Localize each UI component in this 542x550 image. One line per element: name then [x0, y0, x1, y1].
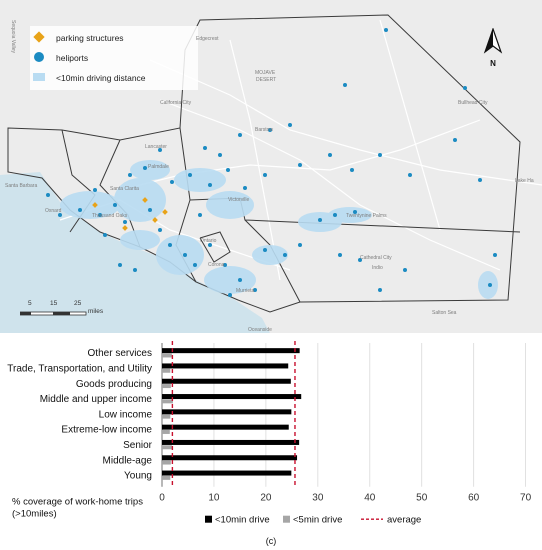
x-tick-label: 0 [159, 493, 165, 504]
county-line-5 [199, 231, 231, 263]
circle-icon [32, 50, 46, 66]
place-label: Victorville [228, 197, 250, 203]
category-label: Young [124, 471, 152, 482]
legend-label: average [387, 515, 421, 526]
bar-5min [162, 384, 171, 389]
bar-10min [162, 470, 292, 476]
legend-item: heliports [32, 48, 197, 68]
place-label: MOJAVE [255, 70, 276, 76]
category-label: Other services [88, 348, 152, 359]
scale-bar-graphic [19, 311, 87, 316]
place-label: DESERT [256, 77, 277, 83]
x-tick-label: 10 [208, 493, 220, 504]
x-tick-label: 50 [416, 493, 428, 504]
diamond-icon [32, 30, 46, 46]
category-label: Middle and upper income [40, 394, 153, 405]
chart-panel: 0 10 20 30 40 50 60 70 Other services Trade, Tran… [0, 333, 542, 550]
x-tick-label: 40 [364, 493, 376, 504]
figure-caption: (c) [266, 536, 277, 546]
place-label: Edgecrest [196, 36, 219, 42]
place-label: Ontario [200, 238, 217, 244]
place-label: Murrieta [236, 288, 255, 294]
legend-label: heliports [56, 53, 89, 63]
place-label: Palmdale [148, 164, 169, 170]
bar-chart: 0 10 20 30 40 50 60 70 Other services Trade, Tran… [7, 341, 532, 546]
scale-tick-label: 5 [28, 300, 32, 307]
place-label: Santa Barbara [5, 183, 38, 189]
legend-label: parking structures [56, 33, 124, 43]
place-label: Thousand Oaks [92, 213, 128, 219]
scale-tick-label: 25 [74, 300, 82, 307]
bar-5min [162, 445, 172, 450]
legend-label: <10min driving distance [56, 73, 146, 83]
place-label: Sequoia Valley [10, 20, 16, 53]
place-label: Barstow [255, 127, 274, 133]
legend-label: <5min drive [293, 515, 342, 526]
place-label: Oxnard [45, 208, 62, 214]
square-icon [32, 70, 46, 86]
map-panel: Edgecrest MOJAVE DESERT California City … [0, 0, 542, 333]
legend-swatch [283, 515, 290, 523]
legend-item: <10min driving distance [32, 68, 197, 88]
category-label: Senior [123, 440, 153, 451]
scale-unit: miles [88, 308, 104, 315]
place-label: Indio [372, 265, 383, 271]
north-arrow-icon [483, 27, 503, 54]
bar-10min [162, 348, 300, 354]
category-label: Middle-age [103, 455, 153, 466]
map-canvas [0, 14, 542, 333]
category-label: Trade, Transportation, and Utility [7, 363, 152, 374]
x-tick-label: 20 [260, 493, 272, 504]
roads [59, 19, 542, 281]
category-label: Goods producing [76, 379, 152, 390]
bar-5min [162, 368, 171, 373]
heliport-markers [46, 28, 497, 297]
legend-swatch [205, 515, 212, 523]
x-axis-label: % coverage of work-home trips [12, 497, 143, 508]
legend-label: <10min drive [215, 515, 270, 526]
bar-5min [162, 353, 172, 358]
place-label: Oceanside [248, 327, 272, 333]
bar-10min [162, 424, 289, 430]
place-label: Twentynine Palms [346, 213, 387, 219]
bar-10min [162, 409, 292, 415]
bar-10min [162, 378, 291, 384]
place-label: Salton Sea [432, 310, 457, 316]
scale-bar: 5 15 25 miles [19, 300, 104, 320]
north-label: N [490, 59, 496, 68]
place-label: Bullhead City [458, 100, 488, 106]
map-legend: parking structures heliports <10min driv… [32, 28, 197, 90]
x-axis-label: (>10miles) [12, 509, 57, 520]
bar-5min [162, 460, 171, 465]
category-label: Extreme-low income [61, 425, 152, 436]
bar-5min [162, 414, 171, 419]
x-tick-label: 70 [520, 493, 532, 504]
place-label: California City [160, 100, 192, 106]
bar-5min [162, 475, 171, 480]
scale-tick-label: 15 [50, 300, 58, 307]
bar-10min [162, 394, 302, 400]
place-label: Lake Ha [515, 178, 534, 184]
place-label: Santa Clarita [110, 186, 139, 192]
north-arrow: N [482, 27, 504, 68]
bar-10min [162, 363, 289, 369]
bar-10min [162, 439, 300, 445]
x-tick-label: 30 [312, 493, 324, 504]
place-label: Corona [208, 262, 225, 268]
x-tick-label: 60 [468, 493, 480, 504]
bar-10min [162, 455, 298, 461]
bar-5min [162, 399, 173, 404]
place-label: Lancaster [145, 144, 167, 150]
place-label: Cathedral City [360, 255, 392, 261]
legend-background [30, 26, 198, 90]
category-label: Low income [99, 409, 153, 420]
legend-item: parking structures [32, 28, 197, 48]
bar-5min [162, 429, 170, 434]
